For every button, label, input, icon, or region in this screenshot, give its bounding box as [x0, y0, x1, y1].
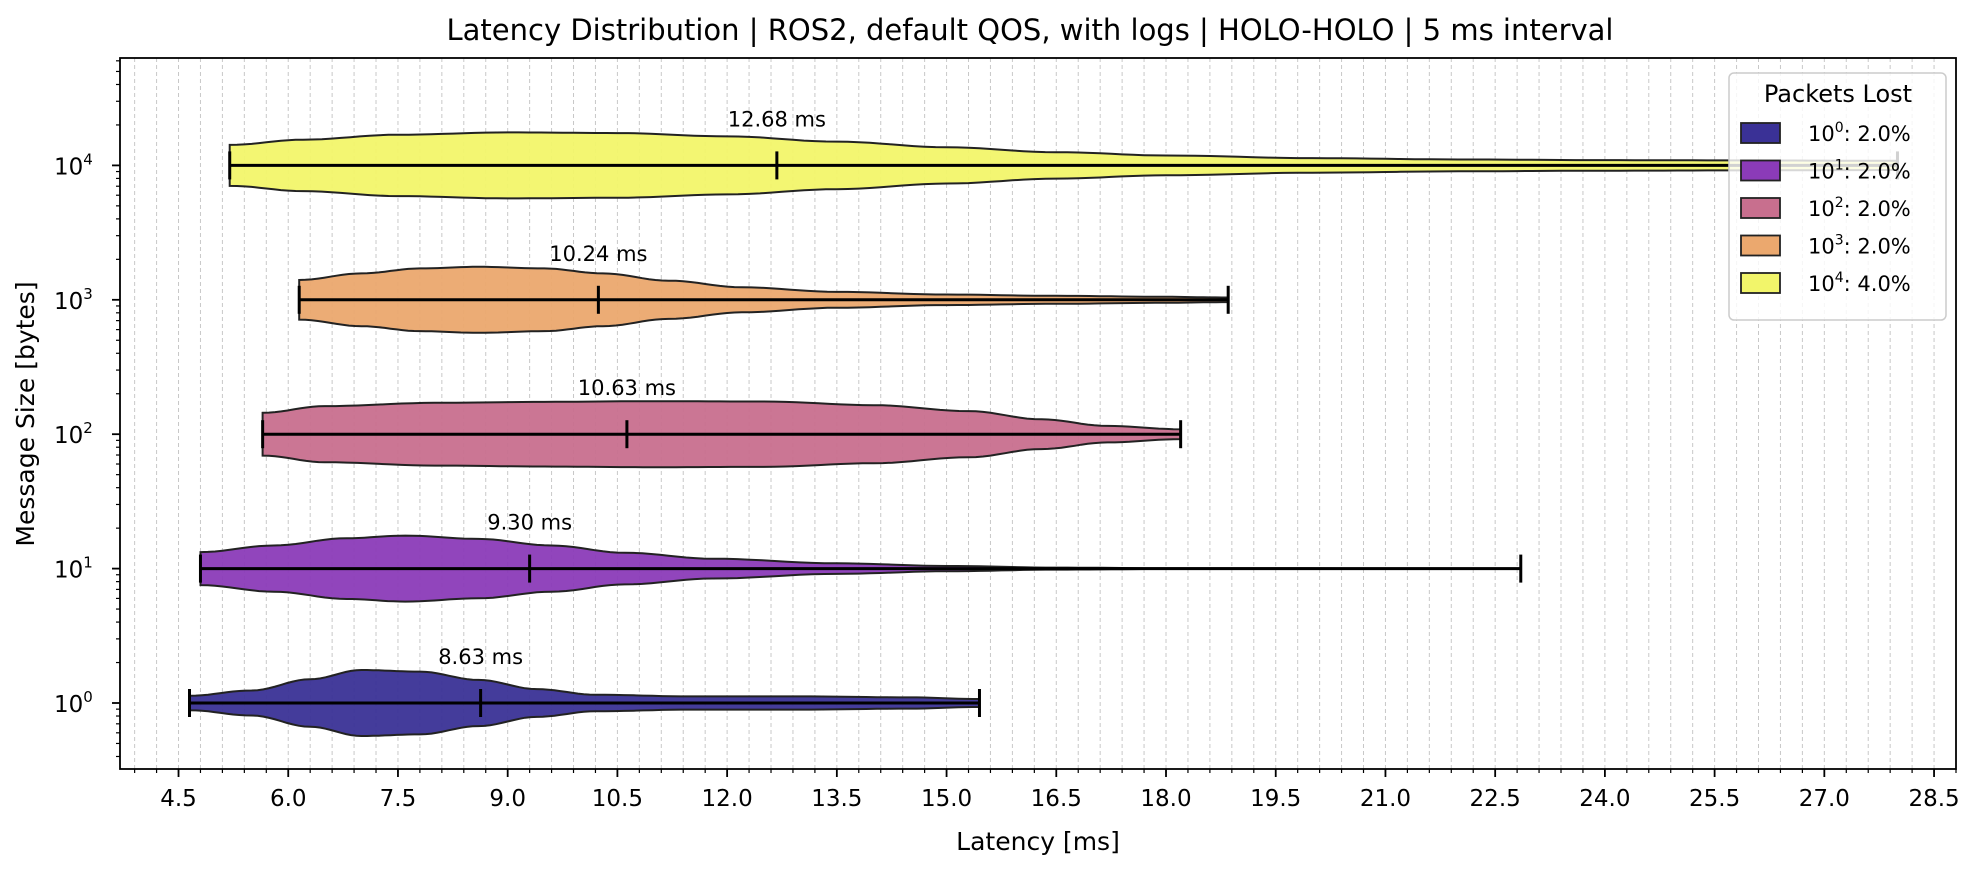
x-tick-label: 12.0 [702, 786, 753, 812]
x-tick-label: 7.5 [380, 786, 417, 812]
legend: Packets Lost 100: 2.0% 101: 2.0% 102: 2.0%… [1728, 72, 1947, 321]
legend-frame [1728, 72, 1947, 321]
legend-swatch [1740, 272, 1781, 294]
violin-group: 8.63 ms [187, 645, 981, 737]
median-label: 12.68 ms [728, 107, 826, 131]
violins: 8.63 ms 9.30 ms 10.63 ms 10.24 ms 12.68 ms [187, 107, 1899, 737]
x-tick-label: 15.0 [921, 786, 972, 812]
x-tick-label: 10.5 [592, 786, 643, 812]
legend-entry-label: 104: 4.0% [1808, 270, 1911, 296]
y-axis-label: Message Size [bytes] [11, 281, 40, 546]
x-tick-label: 28.5 [1908, 786, 1959, 812]
y-tick-label: 104 [54, 150, 93, 180]
violin-group: 10.63 ms [261, 376, 1183, 469]
median-label: 9.30 ms [487, 511, 572, 535]
x-tick-label: 4.5 [160, 786, 197, 812]
x-tick-label: 18.0 [1140, 786, 1191, 812]
violin-group: 12.68 ms [228, 107, 1899, 200]
median-label: 10.24 ms [549, 242, 647, 266]
legend-swatch [1740, 159, 1781, 182]
x-tick-label: 27.0 [1799, 786, 1850, 812]
x-tick-label: 24.0 [1579, 786, 1630, 812]
x-tick-label: 6.0 [270, 786, 307, 812]
x-tick-label: 16.5 [1031, 786, 1082, 812]
legend-swatch [1740, 234, 1781, 257]
x-tick-label: 19.5 [1250, 786, 1301, 812]
violin-group: 10.24 ms [297, 242, 1230, 334]
y-tick-label: 102 [54, 419, 93, 449]
x-axis-label: Latency [ms] [956, 827, 1120, 856]
legend-entry-label: 102: 2.0% [1808, 195, 1911, 221]
x-tick-label: 22.5 [1470, 786, 1521, 812]
y-tick-label: 103 [54, 285, 93, 315]
violin-group: 9.30 ms [198, 511, 1523, 603]
legend-swatch [1740, 122, 1781, 144]
legend-entry-label: 103: 2.0% [1808, 233, 1911, 259]
legend-entry-label: 101: 2.0% [1808, 158, 1911, 184]
y-tick-label: 100 [54, 688, 93, 718]
x-tick-label: 21.0 [1360, 786, 1411, 812]
x-tick-label: 25.5 [1689, 786, 1740, 812]
median-label: 8.63 ms [438, 645, 523, 669]
axis-ticks: 4.5 6.0 7.5 9.0 10.5 12.0 13.5 15.0 16.5 18.0 19.5… [54, 60, 1960, 812]
median-label: 10.63 ms [578, 376, 676, 400]
x-tick-label: 9.0 [489, 786, 526, 812]
legend-entry-label: 100: 2.0% [1808, 120, 1911, 146]
chart-title: Latency Distribution | ROS2, default QOS… [447, 13, 1614, 47]
plot-area-frame [119, 57, 1957, 770]
y-tick-label: 101 [54, 554, 93, 584]
x-tick-label: 13.5 [811, 786, 862, 812]
legend-title: Packets Lost [1764, 80, 1912, 108]
legend-swatch [1740, 197, 1781, 219]
